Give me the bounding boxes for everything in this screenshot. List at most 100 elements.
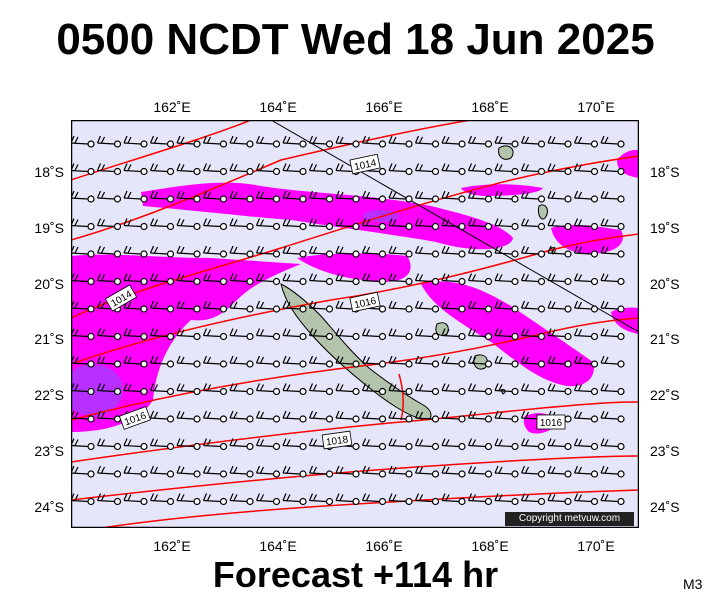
station-circle: [113, 195, 122, 203]
wind-barb-shaft: [123, 245, 142, 255]
wind-barb-shaft: [255, 438, 274, 448]
station-circle: [405, 140, 413, 148]
station-circle: [484, 305, 493, 313]
lat-label-right: 18˚S: [650, 164, 680, 180]
wind-barb: [149, 190, 175, 203]
wind-barb: [414, 438, 440, 451]
wind-barb: [149, 218, 175, 231]
wind-barb: [282, 328, 307, 341]
wind-barb: [282, 493, 307, 506]
wind-barb-shaft: [282, 218, 301, 228]
station-circle: [617, 250, 625, 258]
station-circle: [113, 222, 122, 231]
wind-barb: [467, 163, 493, 176]
wind-barb: [441, 163, 466, 176]
station-circle: [564, 442, 572, 451]
wind-barb-shaft: [388, 273, 407, 283]
wind-barb-shaft: [229, 493, 248, 503]
wind-barb-shaft: [361, 190, 380, 200]
wind-barb: [176, 273, 201, 286]
lon-label-bottom: 166˚E: [365, 538, 403, 554]
station-circle: [378, 305, 387, 313]
lat-label-left: 19˚S: [34, 220, 64, 236]
wind-barb: [255, 355, 281, 368]
wind-barb-shaft: [414, 135, 433, 145]
wind-barb: [547, 135, 572, 148]
station-circle: [87, 332, 95, 341]
station-circle: [484, 497, 493, 506]
wind-barb-shaft: [335, 245, 354, 255]
station-circle: [590, 305, 599, 313]
station-circle: [299, 305, 307, 313]
station-circle: [564, 250, 572, 258]
lat-label-right: 20˚S: [650, 276, 680, 292]
wind-barb-shaft: [255, 218, 274, 228]
wind-barb-shaft: [229, 190, 248, 200]
wind-barb: [255, 135, 281, 148]
station-circle: [511, 332, 519, 341]
wind-barb: [123, 218, 148, 231]
wind-barb: [123, 190, 148, 203]
wind-barb: [600, 218, 625, 231]
map-frame: [71, 120, 639, 528]
wind-barb: [255, 465, 281, 478]
isobar-label: 1016: [536, 414, 566, 430]
wind-barb: [282, 300, 307, 313]
wind-barb-shaft: [229, 218, 248, 228]
wind-barb: [467, 355, 493, 368]
wind-barb-shaft: [494, 218, 513, 228]
station-circle: [458, 140, 466, 148]
wind-barb: [229, 410, 254, 423]
wind-barb: [71, 493, 95, 506]
station-circle: [166, 470, 175, 478]
isobar-label-box: [349, 153, 381, 175]
wind-barb-shaft: [361, 465, 380, 475]
wind-barb: [520, 135, 546, 148]
wind-barb-shaft: [414, 328, 433, 338]
station-circle: [590, 167, 599, 176]
station-circle: [299, 387, 307, 396]
wind-barb: [149, 383, 175, 396]
wind-barb-shaft: [176, 273, 195, 283]
isobar-label-box: [321, 430, 353, 450]
wind-barb: [414, 190, 440, 203]
wind-barb-shaft: [547, 465, 566, 475]
wind-barb: [308, 273, 334, 286]
station-circle: [511, 167, 519, 176]
wind-barb-shaft: [414, 493, 433, 503]
station-circle: [511, 470, 519, 478]
wind-barb: [467, 135, 493, 148]
wind-barb-shaft: [96, 218, 115, 228]
station-circle: [325, 360, 334, 368]
station-circle: [299, 167, 307, 176]
wind-barb: [494, 493, 519, 506]
station-circle: [87, 250, 95, 258]
station-circle: [219, 222, 228, 231]
station-circle: [140, 167, 148, 176]
station-circle: [166, 387, 175, 396]
wind-barb: [71, 163, 95, 176]
station-circle: [617, 167, 625, 176]
lat-label-left: 21˚S: [34, 331, 64, 347]
wind-barb-shaft: [414, 273, 433, 283]
station-circle: [484, 195, 493, 203]
wind-barb-shaft: [308, 410, 327, 420]
wind-barb-shaft: [414, 218, 433, 228]
wind-barb-shaft: [202, 355, 221, 365]
isobar-label-box: [118, 406, 152, 430]
wind-barb-shaft: [414, 438, 433, 448]
wind-barb-shaft: [388, 355, 407, 365]
lat-label-right: 23˚S: [650, 443, 680, 459]
wind-barb-shaft: [520, 328, 539, 338]
station-circle: [590, 332, 599, 341]
wind-barb: [308, 383, 334, 396]
station-circle: [405, 222, 413, 231]
station-circle: [87, 415, 95, 423]
station-circle: [299, 470, 307, 478]
station-circle: [246, 360, 254, 368]
wind-barb-shaft: [441, 300, 460, 310]
wind-barb: [441, 410, 466, 423]
station-circle: [352, 497, 360, 506]
wind-barb: [282, 190, 307, 203]
wind-barb: [441, 218, 466, 231]
